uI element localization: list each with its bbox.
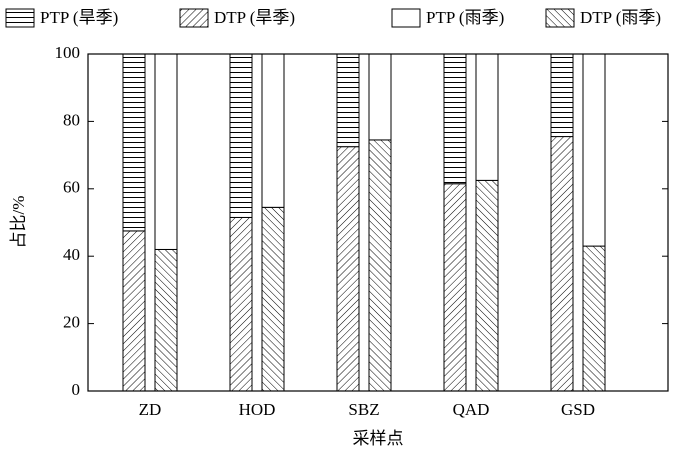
y-tick-label: 100 [55,43,81,62]
bar-segment [582,53,606,247]
bar-segment [154,53,178,250]
bar-segment [229,216,253,392]
y-tick-label: 0 [72,380,81,399]
y-tick-label: 80 [63,110,80,129]
x-tick-label: HOD [239,400,276,419]
legend-swatch [391,8,421,28]
x-tick-label: QAD [453,400,490,419]
bar-segment [443,183,467,392]
x-axis-label: 采样点 [353,429,404,448]
bar-segment [154,248,178,392]
bar-segment [122,53,146,232]
bar-segment [443,53,467,185]
y-tick-label: 20 [63,313,80,332]
y-tick-label: 60 [63,178,80,197]
bar-segment [336,53,360,148]
bar-segment [261,206,285,392]
bar-segment [122,230,146,392]
legend-label: DTP (旱季) [214,8,295,27]
legend-swatch [545,8,575,28]
legend-label: PTP (雨季) [426,8,504,27]
bar-segment [475,179,499,392]
bar-segment [550,136,574,392]
bar-segment [582,245,606,392]
plot-frame [87,53,669,392]
legend-label: PTP (旱季) [40,8,118,27]
x-tick-label: ZD [139,400,162,419]
bar-segment [261,53,285,208]
y-tick-label: 40 [63,245,80,264]
bar-segment [475,53,499,181]
x-tick-label: SBZ [348,400,379,419]
bar-segment [368,139,392,392]
bar-segment [336,146,360,392]
bar-segment [550,53,574,138]
legend-swatch [179,8,209,28]
legend-swatch [5,8,35,28]
x-tick-label: GSD [561,400,595,419]
y-axis-label: 占比/% [9,196,28,249]
legend-label: DTP (雨季) [580,8,661,27]
bar-segment [368,53,392,141]
bar-segment [229,53,253,218]
